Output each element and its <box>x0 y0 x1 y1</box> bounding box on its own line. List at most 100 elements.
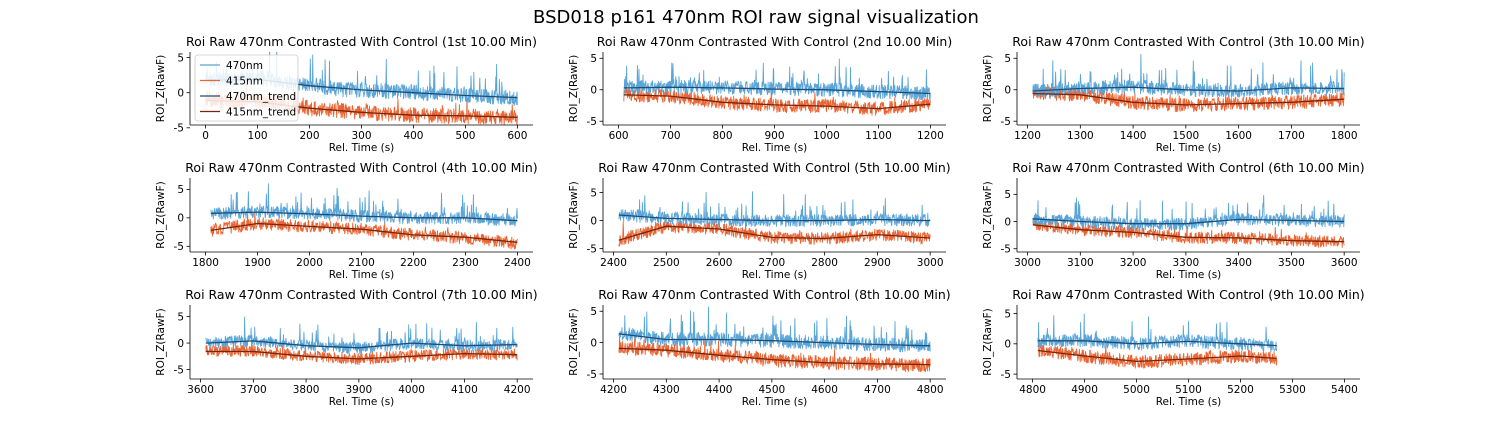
y-axis-label: ROI_Z(RawF) <box>568 308 580 375</box>
series-s470-line <box>1032 53 1345 98</box>
series-s415_trend-line <box>618 225 931 241</box>
x-tick-label: 2100 <box>348 257 375 269</box>
x-tick-label: 2400 <box>600 257 627 269</box>
panel-1: 0 100 200 300 400 500 600 5 0 -5 Roi Raw 470nm Con… <box>155 34 537 154</box>
y-tick-label: 0 <box>590 337 597 349</box>
series-s415_trend-line <box>1037 349 1277 363</box>
x-tick-label: 1500 <box>1172 130 1199 142</box>
y-axis-label: ROI_Z(RawF) <box>982 55 994 122</box>
x-tick-label: 1700 <box>1278 130 1305 142</box>
panel-title: Roi Raw 470nm Contrasted With Control (4… <box>185 160 537 175</box>
plot-area-5 <box>618 191 931 247</box>
series-s470_trend-line <box>1032 86 1345 92</box>
x-tick-label: 3900 <box>345 384 372 396</box>
x-tick-label: 4200 <box>600 384 627 396</box>
y-axis-label: ROI_Z(RawF) <box>155 308 167 375</box>
x-tick-label: 800 <box>713 130 733 142</box>
y-tick-label: 5 <box>590 187 597 199</box>
panel-6: 3000 3100 3200 3300 3400 3500 3600 5 0 -5 Roi Raw … <box>982 160 1365 281</box>
y-tick-label: 0 <box>177 338 184 350</box>
x-tick-label: 2300 <box>452 257 479 269</box>
x-tick-label: 2400 <box>504 257 531 269</box>
y-tick-label: -5 <box>1001 369 1011 381</box>
x-axis-label: Rel. Time (s) <box>329 396 395 408</box>
x-tick-label: 3500 <box>1278 257 1305 269</box>
x-tick-label: 5300 <box>1279 384 1306 396</box>
y-tick-label: 0 <box>590 85 597 97</box>
series-s415_trend-line <box>623 94 931 110</box>
x-tick-label: 5100 <box>1175 384 1202 396</box>
x-tick-label: 1200 <box>917 130 944 142</box>
x-tick-label: 600 <box>507 130 527 142</box>
series-s415_trend-line <box>1032 92 1345 106</box>
x-tick-label: 1600 <box>1225 130 1252 142</box>
figure-suptitle: BSD018 p161 470nm ROI raw signal visuali… <box>533 7 979 28</box>
panel-4: 1800 1900 2000 2100 2200 2300 2400 5 0 -5 Roi Raw … <box>155 160 538 281</box>
series-s470-line <box>618 191 931 228</box>
y-tick-label: -5 <box>174 364 184 376</box>
y-axis-label: ROI_Z(RawF) <box>982 308 994 375</box>
series-s415_trend-line <box>210 222 518 243</box>
series-s470_trend-line <box>210 211 518 222</box>
y-tick-label: -5 <box>174 123 184 135</box>
x-tick-label: 1800 <box>1331 130 1358 142</box>
x-tick-label: 5000 <box>1123 384 1150 396</box>
x-axis-label: Rel. Time (s) <box>1156 142 1222 154</box>
y-tick-label: -5 <box>587 369 597 381</box>
legend-label-s415: 415nm <box>226 75 263 87</box>
x-tick-label: 0 <box>202 130 209 142</box>
series-s415_trend-line <box>618 347 931 366</box>
x-tick-label: 5200 <box>1227 384 1254 396</box>
panel-5: 2400 2500 2600 2700 2800 2900 3000 5 0 -5 Roi Raw … <box>568 160 951 281</box>
x-tick-label: 3400 <box>1225 257 1252 269</box>
x-axis-label: Rel. Time (s) <box>742 269 808 281</box>
x-tick-label: 2500 <box>653 257 680 269</box>
legend-box <box>194 54 299 122</box>
x-tick-label: 200 <box>300 130 320 142</box>
x-tick-label: 300 <box>351 130 371 142</box>
series-s470_trend-line <box>1037 340 1277 347</box>
series-s415-line <box>618 218 931 247</box>
series-s415-line <box>1032 86 1345 113</box>
series-s470-line <box>205 316 518 355</box>
panel-title: Roi Raw 470nm Contrasted With Control (2… <box>597 34 952 49</box>
x-tick-label: 2900 <box>864 257 891 269</box>
panel-2: 600 700 800 900 1000 1100 1200 5 0 -5 Roi Raw 470n… <box>568 34 952 154</box>
x-tick-label: 4200 <box>504 384 531 396</box>
y-tick-label: -5 <box>1001 244 1011 256</box>
panel-title: Roi Raw 470nm Contrasted With Control (3… <box>1012 34 1364 49</box>
y-tick-label: 5 <box>177 311 184 323</box>
panel-8: 4200 4300 4400 4500 4600 4700 4800 5 0 -5 Roi Raw … <box>568 287 951 408</box>
x-axis-label: Rel. Time (s) <box>742 396 808 408</box>
y-axis-label: ROI_Z(RawF) <box>155 181 167 248</box>
panel-9: 4800 4900 5000 5100 5200 5300 5400 5 0 -5 Roi Raw … <box>982 287 1365 408</box>
plot-area-7 <box>205 316 518 365</box>
x-tick-label: 4000 <box>398 384 425 396</box>
x-axis-label: Rel. Time (s) <box>1156 396 1222 408</box>
x-tick-label: 3200 <box>1120 257 1147 269</box>
series-s470-line <box>1032 194 1345 231</box>
x-axis-label: Rel. Time (s) <box>329 142 395 154</box>
panel-title: Roi Raw 470nm Contrasted With Control (9… <box>1012 287 1364 302</box>
series-s415-line <box>1037 343 1278 369</box>
legend-label-s415_trend: 415nm_trend <box>226 106 296 118</box>
y-tick-label: 5 <box>177 184 184 196</box>
series-s470-line <box>618 306 931 353</box>
x-tick-label: 1200 <box>1014 130 1041 142</box>
x-tick-label: 1300 <box>1067 130 1094 142</box>
x-tick-label: 4700 <box>864 384 891 396</box>
x-tick-label: 4400 <box>706 384 733 396</box>
x-tick-label: 4800 <box>1019 384 1046 396</box>
plot-area-6 <box>1032 194 1345 248</box>
y-tick-label: 0 <box>1004 85 1011 97</box>
x-tick-label: 1800 <box>192 257 219 269</box>
x-tick-label: 1400 <box>1120 130 1147 142</box>
x-tick-label: 400 <box>403 130 423 142</box>
x-tick-label: 2000 <box>296 257 323 269</box>
x-tick-label: 600 <box>609 130 629 142</box>
x-axis-label: Rel. Time (s) <box>1156 269 1222 281</box>
x-axis-label: Rel. Time (s) <box>742 142 808 154</box>
x-tick-label: 3600 <box>187 384 214 396</box>
y-tick-label: 5 <box>1004 189 1011 201</box>
panel-title: Roi Raw 470nm Contrasted With Control (5… <box>598 160 950 175</box>
